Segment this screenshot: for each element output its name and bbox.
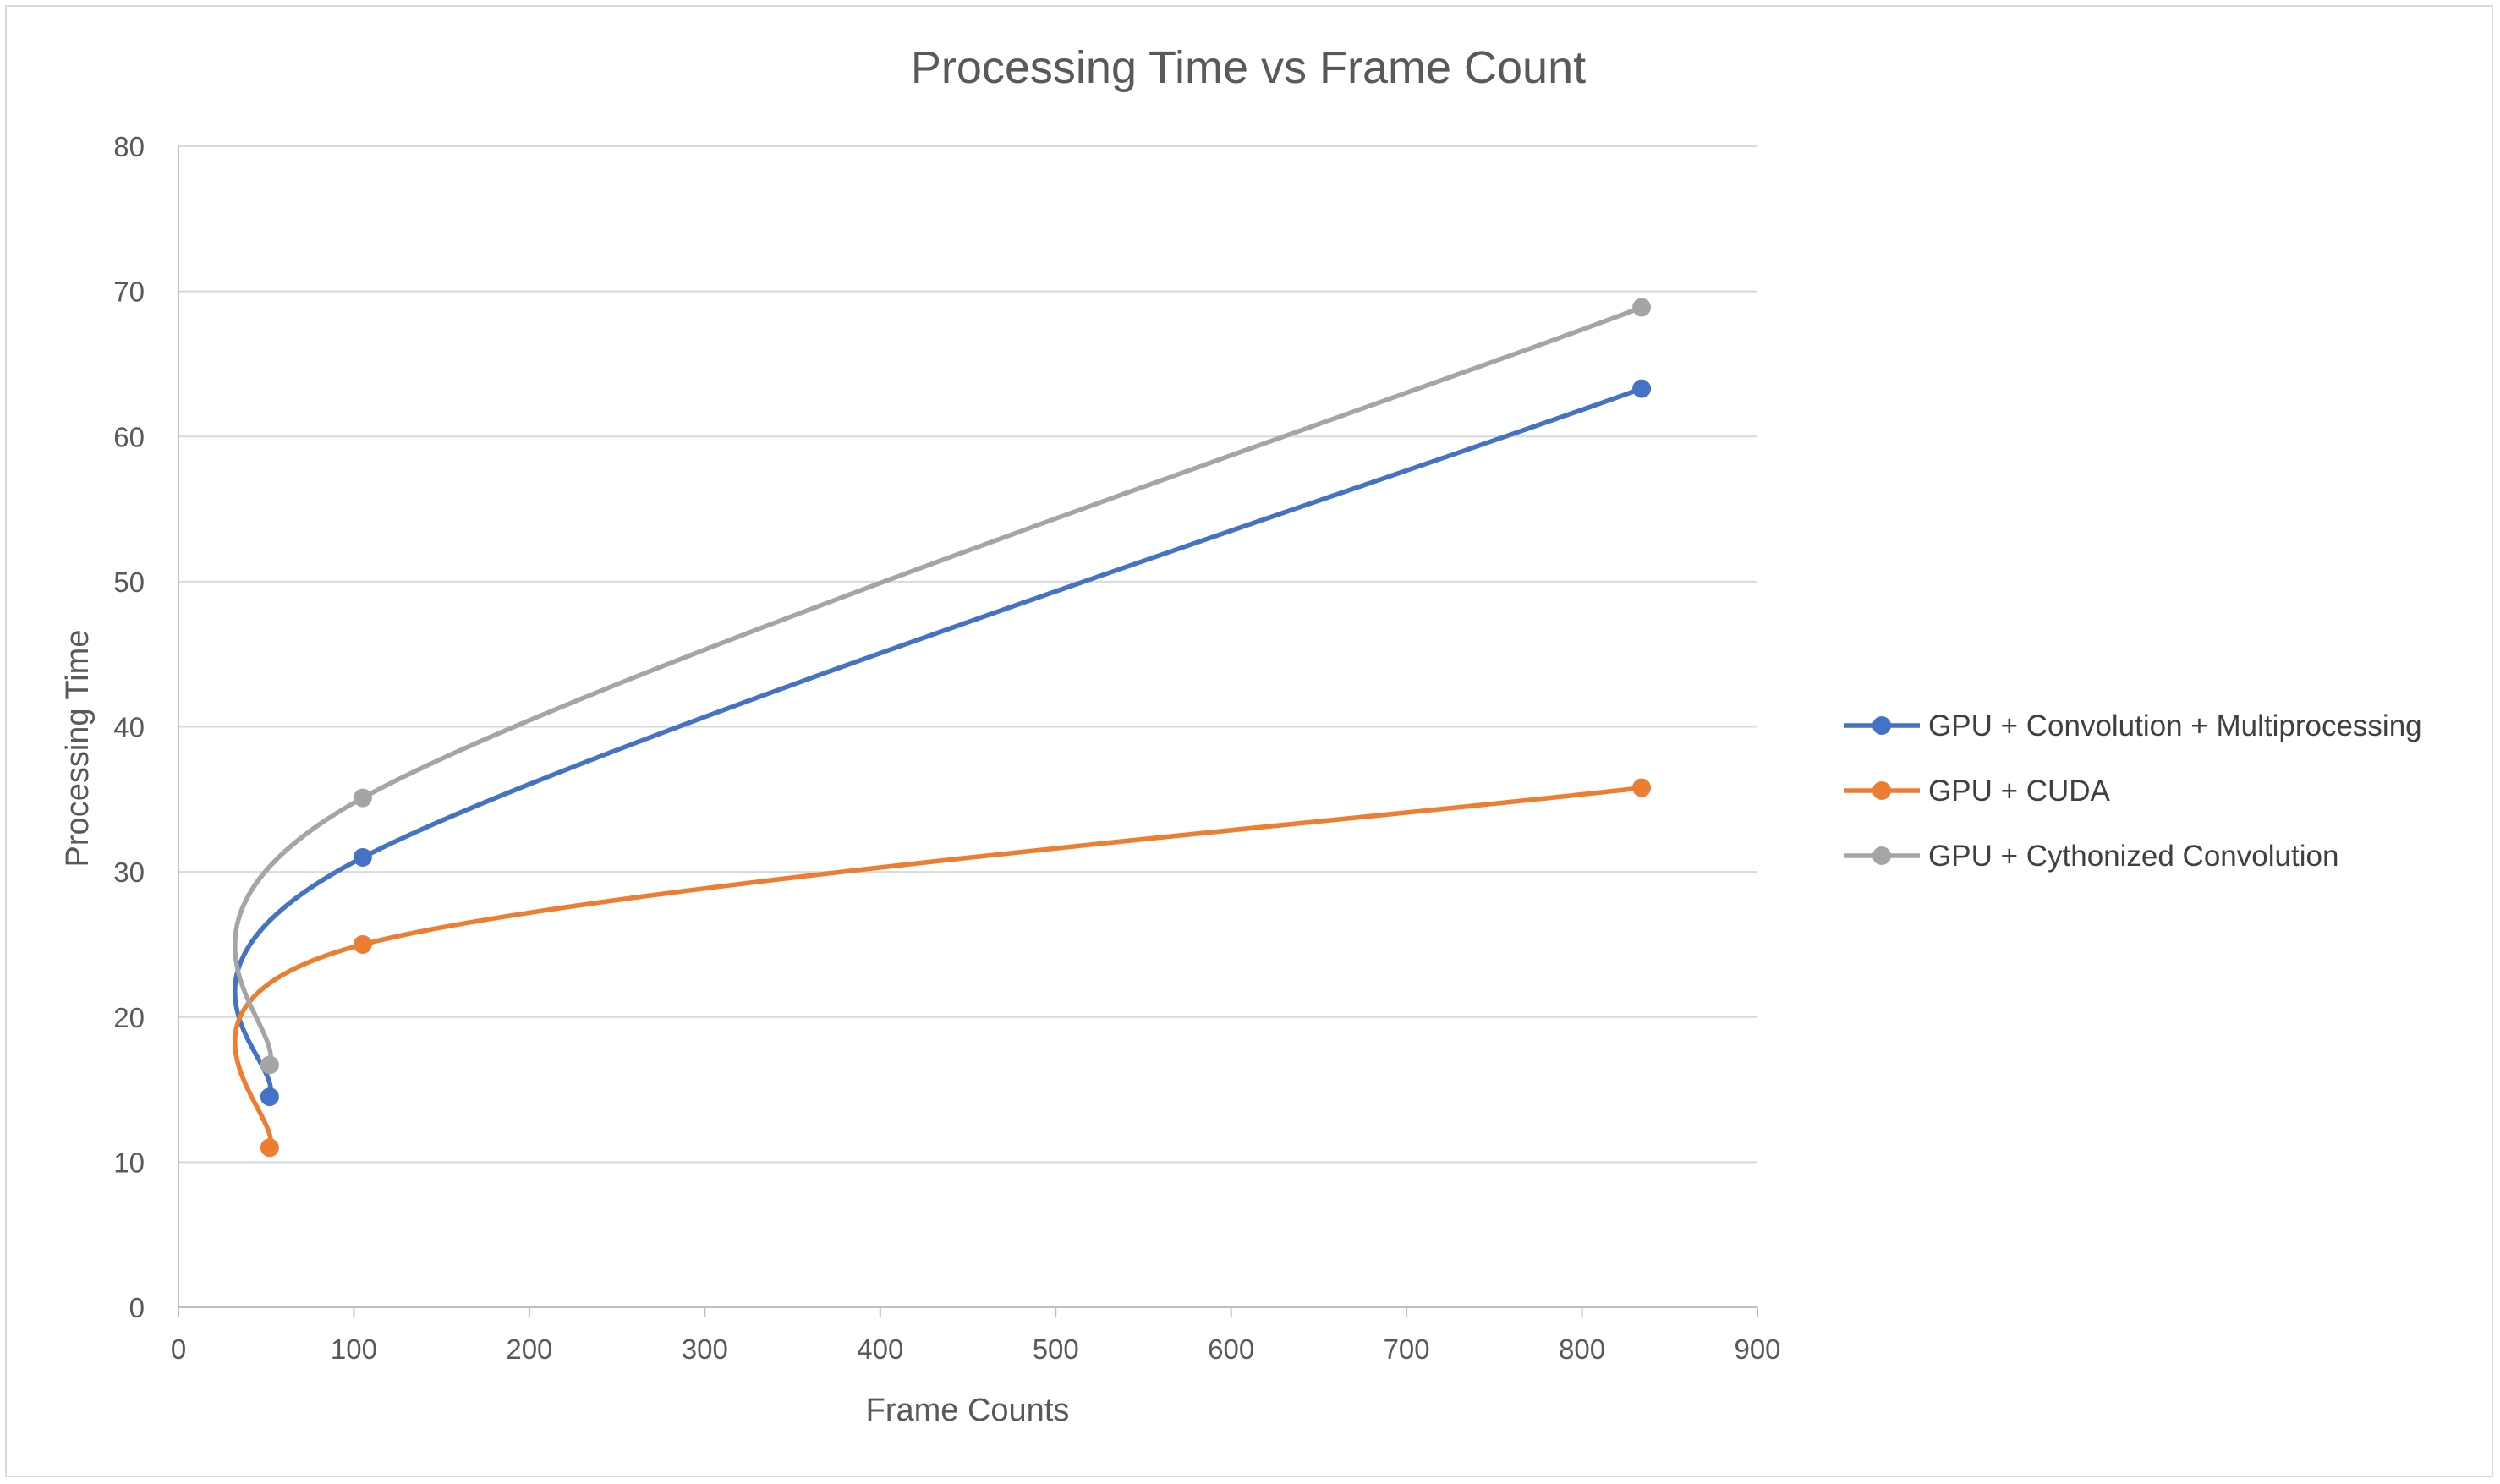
series-2 <box>233 778 1652 1158</box>
legend-marker-2 <box>1872 781 1891 800</box>
legend-item-3: GPU + Cythonized Convolution <box>1844 840 2338 873</box>
x-tick-label: 700 <box>1384 1333 1430 1365</box>
y-tick-label: 20 <box>113 1002 145 1033</box>
y-tick-label: 30 <box>113 857 145 888</box>
axes <box>178 146 1758 1317</box>
data-point-2-3 <box>1632 778 1652 797</box>
legend-label-1: GPU + Convolution + Multiprocessing <box>1928 709 2422 742</box>
series-lines <box>232 298 1652 1158</box>
legend-label-3: GPU + Cythonized Convolution <box>1928 840 2338 873</box>
y-tick-label: 50 <box>113 567 145 598</box>
chart-title: Processing Time vs Frame Count <box>911 42 1586 93</box>
chart-frame <box>5 5 2493 1477</box>
data-point-3-2 <box>353 788 372 808</box>
x-tick-label: 300 <box>682 1333 728 1365</box>
legend-item-2: GPU + CUDA <box>1844 775 2111 808</box>
y-tick-label: 40 <box>113 712 145 743</box>
series-3 <box>232 298 1652 1075</box>
x-tick-label: 100 <box>331 1333 377 1365</box>
legend-marker-3 <box>1872 846 1891 865</box>
data-point-2-2 <box>353 934 372 954</box>
y-axis-ticks: 0 10 20 30 40 50 60 70 80 <box>113 131 145 1323</box>
gridlines <box>178 145 1757 1164</box>
y-tick-label: 0 <box>129 1292 145 1323</box>
y-axis-title: Processing Time <box>60 630 96 868</box>
y-tick-label: 10 <box>113 1147 145 1178</box>
data-point-1-1 <box>260 1087 279 1107</box>
series-line-2 <box>233 785 1644 1150</box>
x-tick-label: 200 <box>506 1333 552 1365</box>
x-tick-label: 500 <box>1033 1333 1079 1365</box>
x-tick-label: 0 <box>171 1333 186 1365</box>
x-axis-title: Frame Counts <box>866 1393 1070 1428</box>
legend-marker-1 <box>1872 716 1891 735</box>
x-tick-label: 600 <box>1208 1333 1254 1365</box>
data-point-1-2 <box>353 847 372 867</box>
data-point-2-1 <box>260 1138 279 1158</box>
legend: GPU + Convolution + Multiprocessing GPU +… <box>1844 709 2422 873</box>
x-tick-label: 400 <box>857 1333 903 1365</box>
x-tick-label: 900 <box>1734 1333 1780 1365</box>
series-line-1 <box>233 386 1644 1099</box>
series-1 <box>233 379 1652 1107</box>
y-tick-label: 80 <box>113 131 145 162</box>
legend-label-2: GPU + CUDA <box>1928 775 2111 808</box>
y-tick-label: 70 <box>113 277 145 308</box>
y-tick-label: 60 <box>113 421 145 452</box>
data-point-3-3 <box>1632 298 1652 317</box>
data-point-3-1 <box>260 1055 279 1075</box>
x-axis-ticks: 0 100 200 300 400 500 600 700 800 900 <box>171 1333 1781 1365</box>
series-line-3 <box>232 304 1644 1068</box>
legend-item-1: GPU + Convolution + Multiprocessing <box>1844 709 2422 742</box>
x-tick-label: 800 <box>1559 1333 1605 1365</box>
data-point-1-3 <box>1632 379 1652 398</box>
